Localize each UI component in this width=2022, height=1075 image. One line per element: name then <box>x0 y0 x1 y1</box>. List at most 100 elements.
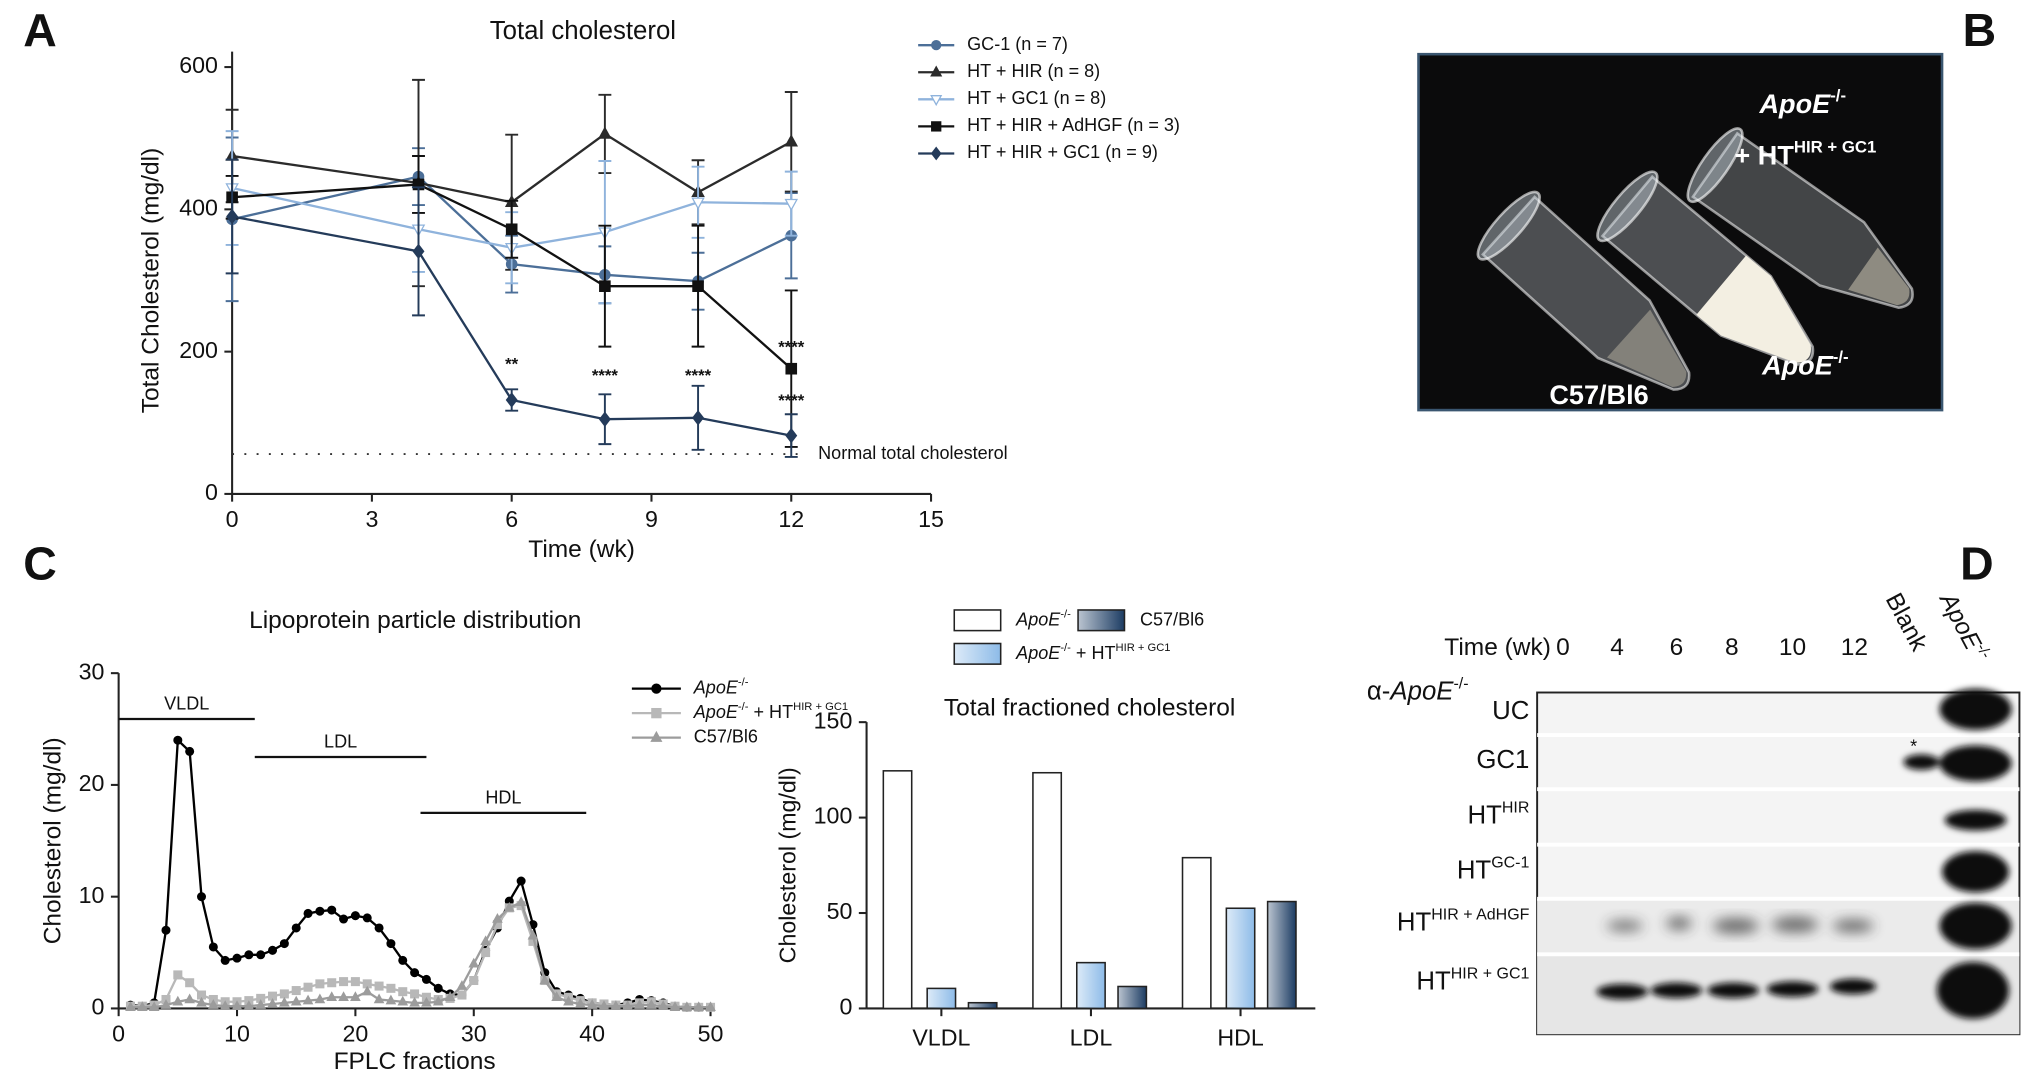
marker <box>291 986 301 996</box>
legend-label: HT + HIR (n = 8) <box>967 61 1100 81</box>
marker <box>691 197 705 210</box>
legend-label: C57/Bl6 <box>1140 609 1204 629</box>
row-label-part: HIR <box>1502 799 1530 816</box>
control-label-part: -/- <box>1973 641 1995 662</box>
y-axis-label: Cholesterol (mg/dl) <box>774 767 800 963</box>
x-tick-label: 6 <box>505 506 518 532</box>
lane-label: 10 <box>1779 634 1806 661</box>
photo-frame <box>1417 52 1944 412</box>
legend-label-part: C57/Bl6 <box>1140 609 1204 629</box>
marker <box>410 968 420 978</box>
lane-label: 12 <box>1841 634 1868 661</box>
marker <box>457 990 467 1000</box>
photo-label-part: HIR + GC1 <box>1794 137 1876 156</box>
lane-label: 4 <box>1610 634 1624 661</box>
control-label: ApoE-/- <box>1933 586 1995 667</box>
marker <box>930 146 942 161</box>
y-tick-label: 0 <box>205 479 218 505</box>
bar <box>926 987 957 1010</box>
photo-label: ApoE-/- <box>1759 86 1847 119</box>
marker <box>785 362 798 375</box>
legend-label: ApoE-/- + HTHIR + GC1 <box>1015 642 1170 663</box>
bar <box>1032 771 1063 1010</box>
x-tick-label: 30 <box>461 1021 487 1047</box>
region-label: LDL <box>324 732 357 752</box>
bar <box>1075 961 1106 1010</box>
marker <box>610 1000 622 1010</box>
significance: **** <box>685 366 712 385</box>
legend-label-part: -/- <box>1060 608 1071 620</box>
marker <box>291 923 301 933</box>
marker <box>693 1001 705 1012</box>
marker <box>527 929 539 940</box>
lane-label: 0 <box>1556 634 1570 661</box>
x-tick-label: 12 <box>778 506 804 532</box>
y-axis-label: Cholesterol (mg/dl) <box>40 737 67 944</box>
blot-marker: * <box>1910 737 1917 757</box>
marker <box>279 989 289 999</box>
region-label: HDL <box>485 787 521 807</box>
marker <box>327 905 337 915</box>
marker <box>362 913 372 923</box>
marker <box>161 925 171 935</box>
panel-label: C <box>23 538 57 590</box>
y-tick-label: 30 <box>79 658 105 684</box>
significance: **** <box>778 391 805 410</box>
marker <box>651 683 662 694</box>
legend-label: HT + GC1 (n = 8) <box>967 88 1106 108</box>
bands <box>1596 688 2012 1019</box>
legend-label: HT + HIR + AdHGF (n = 3) <box>967 115 1180 135</box>
marker <box>784 134 799 147</box>
bar <box>1266 900 1297 1010</box>
row-label: UC <box>1492 697 1529 725</box>
marker <box>505 223 518 236</box>
x-tick-label: 50 <box>698 1021 724 1047</box>
x-tick-label: 3 <box>365 506 378 532</box>
row-label: HTHIR <box>1467 799 1529 829</box>
marker <box>160 999 172 1009</box>
y-tick-label: 200 <box>179 337 218 363</box>
legend-label-part: + HT <box>748 702 793 722</box>
marker <box>622 1000 634 1010</box>
marker <box>785 427 798 444</box>
marker <box>412 243 425 260</box>
marker <box>326 991 338 1002</box>
row-label-part: HT <box>1467 801 1502 829</box>
series-line <box>231 132 792 204</box>
legend-label: ApoE-/- <box>693 677 749 698</box>
marker <box>361 985 373 996</box>
marker <box>692 410 705 426</box>
marker <box>385 994 397 1005</box>
marker <box>398 955 408 965</box>
marker <box>386 983 396 993</box>
marker <box>634 999 645 1009</box>
marker <box>930 65 943 77</box>
marker <box>563 995 574 1006</box>
marker <box>314 993 326 1004</box>
marker <box>515 896 527 907</box>
legend-label: HT + HIR + GC1 (n = 9) <box>967 142 1158 162</box>
legend-label-part: HIR + GC1 <box>793 701 848 713</box>
y-tick-label: 150 <box>814 707 853 733</box>
series-line <box>231 175 792 283</box>
marker <box>705 1001 716 1012</box>
marker <box>421 974 431 984</box>
marker <box>208 942 218 952</box>
marker <box>784 198 799 212</box>
photo-label: ApoE-/- <box>1761 347 1849 380</box>
marker <box>136 1001 148 1012</box>
marker <box>148 1001 160 1012</box>
marker <box>516 876 526 886</box>
marker <box>421 996 432 1007</box>
row-label: HTGC-1 <box>1457 854 1530 884</box>
marker <box>468 957 480 968</box>
tube <box>1476 190 1691 391</box>
marker <box>539 974 551 985</box>
marker <box>315 906 325 916</box>
marker <box>350 977 360 987</box>
series-line <box>130 900 711 1009</box>
marker <box>268 945 278 955</box>
chart-title: Total fractioned cholesterol <box>944 695 1235 722</box>
x-tick-label: 9 <box>645 506 658 532</box>
